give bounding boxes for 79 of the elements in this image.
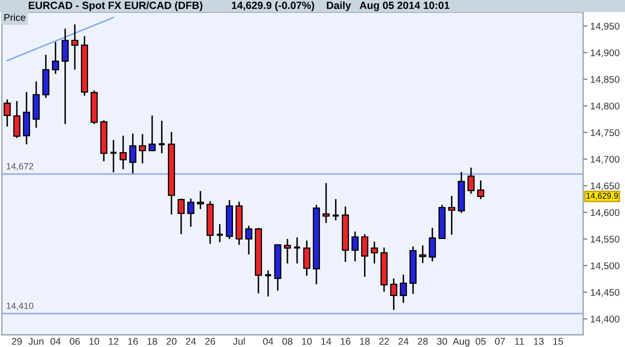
- x-tick-label: Jul: [233, 338, 245, 345]
- ref-line-label: 14,410: [6, 302, 34, 310]
- ref-line-label: 14,672: [6, 163, 34, 171]
- candlestick: [196, 190, 204, 210]
- x-tick-label: 28: [418, 338, 428, 345]
- y-tick-label: 14,600: [590, 209, 620, 218]
- x-tick-label: 10: [89, 338, 100, 345]
- candlestick: [448, 195, 456, 236]
- x-tick-label: 04: [50, 338, 61, 345]
- annotation: Price: [4, 14, 26, 21]
- candlestick: [400, 274, 407, 304]
- candlestick: [216, 223, 224, 243]
- y-tick-label: 14,650: [590, 182, 620, 191]
- candlestick: [332, 198, 340, 222]
- candlestick: [71, 24, 78, 70]
- y-tick-label: 14,500: [590, 262, 620, 270]
- x-tick-label: 15: [553, 338, 563, 345]
- x-tick-label: 24: [186, 338, 196, 345]
- candlestick: [120, 134, 127, 170]
- x-tick-label: 05: [476, 338, 486, 345]
- y-tick-label: 14,850: [590, 76, 620, 84]
- y-tick-label: 14,450: [590, 288, 620, 298]
- candlestick: [467, 166, 475, 194]
- x-tick-label: 18: [147, 338, 158, 345]
- y-tick-label: 14,400: [590, 316, 620, 324]
- candlestick: [390, 278, 398, 311]
- x-tick-label: 26: [205, 338, 216, 345]
- candlestick: [109, 139, 118, 174]
- candlestick: [245, 224, 252, 256]
- candlestick: [148, 114, 156, 152]
- candlestick: [370, 240, 378, 264]
- y-tick-label: 14,800: [590, 102, 620, 111]
- candlestick: [4, 98, 11, 128]
- candlestick: [22, 91, 30, 145]
- x-tick-label: 08: [282, 338, 292, 345]
- candlestick: [13, 100, 20, 139]
- x-tick-label: 11: [515, 338, 524, 345]
- x-tick-label: 18: [360, 338, 370, 345]
- candlestick: [52, 41, 60, 75]
- candlestick: [428, 227, 436, 262]
- chart-subtitle: 14,629.9 (-0.07%) Daily Aug 05 2014 10:01: [232, 1, 450, 12]
- candlestick: [178, 198, 185, 235]
- text: 14,629.9: [586, 192, 618, 200]
- x-tick-label: 30: [437, 338, 448, 345]
- candlestick: [361, 234, 368, 278]
- x-tick-label: 16: [128, 338, 138, 345]
- candlestick: [138, 133, 146, 164]
- candlestick: [264, 270, 272, 298]
- x-tick-label: Aug: [452, 338, 470, 347]
- x-tick-label: 24: [398, 338, 409, 345]
- candlestick: [419, 244, 426, 264]
- candlestick: [303, 240, 310, 276]
- x-tick-label: 22: [379, 338, 389, 345]
- candlestick: [187, 198, 194, 228]
- x-tick-label: 07: [494, 338, 505, 345]
- candlestick: [293, 236, 302, 264]
- y-tick-label: 14,950: [590, 22, 620, 31]
- x-tick-label: 06: [70, 338, 80, 345]
- y-tick-label: 14,750: [590, 129, 620, 138]
- candlestick: [477, 180, 484, 200]
- y-tick-label: 14,900: [590, 49, 620, 58]
- y-tick-label: 14,700: [590, 156, 620, 164]
- x-tick-label: 10: [302, 338, 312, 345]
- candlestick: [284, 238, 291, 264]
- candlestick: [322, 182, 330, 224]
- x-tick-label: Jun: [28, 338, 44, 345]
- x-tick-label: 13: [534, 338, 544, 345]
- candlestick: [158, 120, 166, 154]
- x-tick-label: 29: [12, 338, 22, 345]
- x-tick-label: 20: [166, 338, 176, 345]
- x-tick-label: 04: [263, 338, 274, 345]
- candlestick: [62, 28, 69, 125]
- chart-title: EURCAD - Spot FX EUR/CAD (DFB): [28, 1, 202, 12]
- x-tick-label: 14: [321, 338, 332, 345]
- y-tick-label: 14,550: [590, 236, 620, 244]
- candlestick: [352, 230, 359, 262]
- x-tick-label: 12: [108, 338, 118, 345]
- x-tick-label: 16: [340, 338, 350, 345]
- candlestick: [129, 132, 136, 174]
